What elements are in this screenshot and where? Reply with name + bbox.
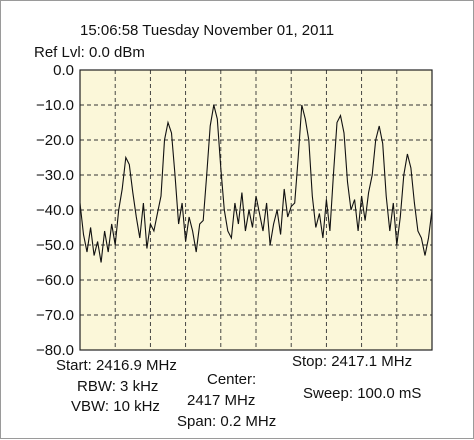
center-frequency: 2417 MHz [187, 392, 256, 409]
resolution-bandwidth: RBW: 3 kHz [77, 378, 159, 395]
stop-frequency: Stop: 2417.1 MHz [292, 353, 413, 370]
spectrum-trace [79, 104, 433, 263]
y-tick-label: −50.0 [36, 237, 74, 254]
y-tick-label: 0.0 [53, 62, 74, 79]
plot-border [79, 69, 433, 351]
y-tick-label: −20.0 [36, 132, 74, 149]
grid-layer [80, 70, 432, 350]
center-label: Center: [207, 371, 257, 388]
timestamp: 15:06:58 Tuesday November 01, 2011 [80, 22, 335, 39]
y-axis-labels: 0.0 −10.0 −20.0 −30.0 −40.0 −50.0 −60.0 −70.0 −8… [36, 62, 74, 359]
span: Span: 0.2 MHz [177, 413, 277, 430]
y-tick-label: −30.0 [36, 167, 74, 184]
y-tick-label: −70.0 [36, 307, 74, 324]
video-bandwidth: VBW: 10 kHz [71, 398, 160, 415]
y-tick-label: −80.0 [36, 342, 74, 359]
sweep-time: Sweep: 100.0 mS [303, 385, 422, 402]
y-tick-label: −40.0 [36, 202, 74, 219]
y-tick-label: −60.0 [36, 272, 74, 289]
reference-level: Ref Lvl: 0.0 dBm [34, 44, 145, 61]
y-tick-label: −10.0 [36, 97, 74, 114]
start-frequency: Start: 2416.9 MHz [56, 357, 177, 374]
